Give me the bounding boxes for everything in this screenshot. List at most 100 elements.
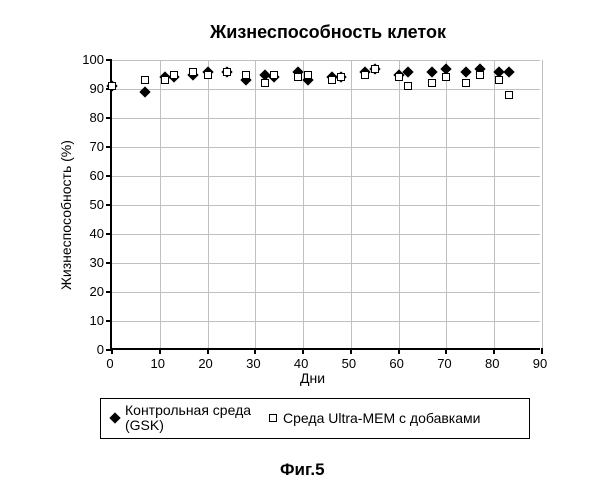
ytick-label: 50 — [76, 197, 104, 212]
point-square — [476, 71, 484, 79]
gridline-v — [208, 60, 209, 348]
xtick-label: 70 — [434, 356, 454, 371]
xtick-label: 50 — [339, 356, 359, 371]
gridline-v — [351, 60, 352, 348]
point-square — [108, 82, 116, 90]
point-square — [270, 71, 278, 79]
point-square — [462, 79, 470, 87]
gridline-h — [112, 118, 540, 119]
tick-x — [541, 348, 543, 354]
legend-item-control: Контрольная среда(GSK) — [111, 403, 251, 434]
gridline-h — [112, 292, 540, 293]
point-square — [204, 71, 212, 79]
figure-label: Фиг.5 — [280, 460, 325, 480]
gridline-h — [112, 147, 540, 148]
gridline-v — [542, 60, 543, 348]
xtick-label: 60 — [387, 356, 407, 371]
ytick-label: 10 — [76, 313, 104, 328]
tick-x — [493, 348, 495, 354]
xtick-label: 40 — [291, 356, 311, 371]
tick-y — [106, 233, 112, 235]
point-diamond — [460, 66, 471, 77]
xtick-label: 10 — [148, 356, 168, 371]
tick-x — [350, 348, 352, 354]
point-square — [141, 76, 149, 84]
gridline-h — [112, 321, 540, 322]
tick-x — [159, 348, 161, 354]
point-square — [223, 68, 231, 76]
tick-y — [106, 59, 112, 61]
tick-y — [106, 320, 112, 322]
gridline-h — [112, 205, 540, 206]
tick-y — [106, 175, 112, 177]
point-square — [294, 73, 302, 81]
gridline-v — [255, 60, 256, 348]
point-square — [161, 76, 169, 84]
ytick-label: 30 — [76, 255, 104, 270]
plot-area — [110, 60, 540, 350]
gridline-v — [399, 60, 400, 348]
point-square — [404, 82, 412, 90]
point-square — [505, 91, 513, 99]
point-square — [442, 73, 450, 81]
point-diamond — [140, 86, 151, 97]
tick-x — [398, 348, 400, 354]
legend: Контрольная среда(GSK) Среда Ultra-MEM с… — [100, 398, 530, 439]
chart-container: { "chart": { "type": "scatter", "title":… — [0, 0, 605, 500]
gridline-h — [112, 176, 540, 177]
ytick-label: 60 — [76, 168, 104, 183]
point-square — [170, 71, 178, 79]
gridline-v — [494, 60, 495, 348]
legend-item-ultramem: Среда Ultra-MEM с добавками — [269, 410, 480, 426]
tick-x — [207, 348, 209, 354]
xtick-label: 20 — [196, 356, 216, 371]
ytick-label: 90 — [76, 81, 104, 96]
point-diamond — [426, 66, 437, 77]
point-square — [261, 79, 269, 87]
square-icon — [269, 414, 277, 422]
tick-x — [445, 348, 447, 354]
xtick-label: 80 — [482, 356, 502, 371]
chart-title: Жизнеспособность клеток — [210, 22, 446, 43]
point-diamond — [403, 66, 414, 77]
gridline-h — [112, 263, 540, 264]
point-square — [328, 76, 336, 84]
point-square — [304, 71, 312, 79]
tick-y — [106, 117, 112, 119]
point-square — [361, 71, 369, 79]
legend-label-1: Среда Ultra-MEM с добавками — [283, 410, 480, 426]
xtick-label: 90 — [530, 356, 550, 371]
xtick-label: 30 — [243, 356, 263, 371]
point-square — [495, 76, 503, 84]
gridline-v — [303, 60, 304, 348]
gridline-h — [112, 89, 540, 90]
xtick-label: 0 — [100, 356, 120, 371]
y-axis-label: Жизнеспособность (%) — [58, 140, 74, 290]
x-axis-label: Дни — [300, 370, 325, 386]
tick-x — [302, 348, 304, 354]
tick-y — [106, 204, 112, 206]
ytick-label: 70 — [76, 139, 104, 154]
legend-label-0: Контрольная среда(GSK) — [125, 403, 251, 434]
point-square — [242, 71, 250, 79]
ytick-label: 80 — [76, 110, 104, 125]
ytick-label: 40 — [76, 226, 104, 241]
tick-x — [111, 348, 113, 354]
point-square — [428, 79, 436, 87]
gridline-v — [446, 60, 447, 348]
point-square — [337, 73, 345, 81]
tick-y — [106, 146, 112, 148]
point-square — [189, 68, 197, 76]
point-square — [395, 73, 403, 81]
point-square — [371, 65, 379, 73]
ytick-label: 20 — [76, 284, 104, 299]
diamond-icon — [109, 413, 120, 424]
gridline-h — [112, 60, 540, 61]
gridline-h — [112, 234, 540, 235]
ytick-label: 0 — [76, 342, 104, 357]
tick-y — [106, 262, 112, 264]
tick-y — [106, 291, 112, 293]
point-diamond — [503, 66, 514, 77]
tick-x — [254, 348, 256, 354]
ytick-label: 100 — [76, 52, 104, 67]
